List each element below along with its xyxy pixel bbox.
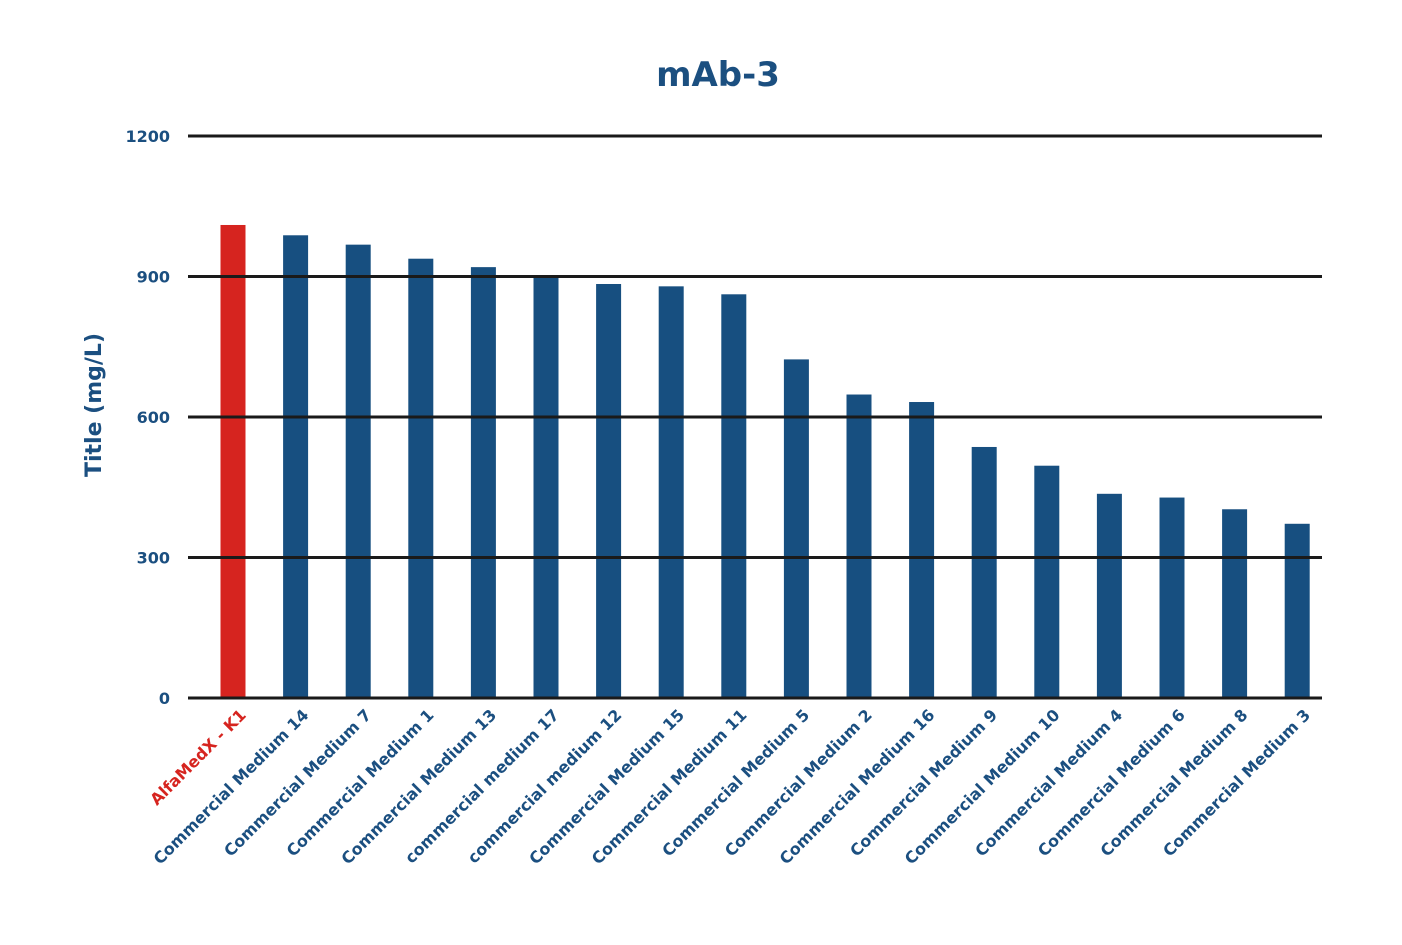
bar (470, 267, 496, 698)
chart-title: mAb-3 (656, 55, 780, 95)
bar (283, 235, 309, 698)
bar (971, 446, 997, 698)
bar (783, 359, 809, 698)
y-tick-labels: 0 300 600 900 1200 (125, 127, 170, 708)
bar (1159, 497, 1185, 698)
bar (533, 275, 559, 698)
bar (1222, 509, 1248, 698)
bars (220, 224, 1310, 699)
y-tick-label: 0 (159, 689, 170, 708)
bar (909, 402, 935, 698)
bar (220, 224, 246, 698)
bar (1034, 465, 1060, 698)
bar (846, 394, 872, 698)
gridlines (188, 134, 1322, 700)
bar (596, 283, 622, 698)
bar (1284, 523, 1310, 698)
y-axis-label: Title (mg/L) (82, 333, 107, 477)
y-tick-label: 600 (137, 408, 170, 427)
y-tick-label: 900 (137, 268, 170, 287)
y-tick-label: 1200 (125, 127, 170, 146)
y-tick-label: 300 (137, 549, 170, 568)
bar (408, 258, 434, 698)
bar (721, 294, 747, 698)
bar (658, 286, 684, 698)
bar (345, 244, 371, 699)
bar (1096, 493, 1122, 698)
